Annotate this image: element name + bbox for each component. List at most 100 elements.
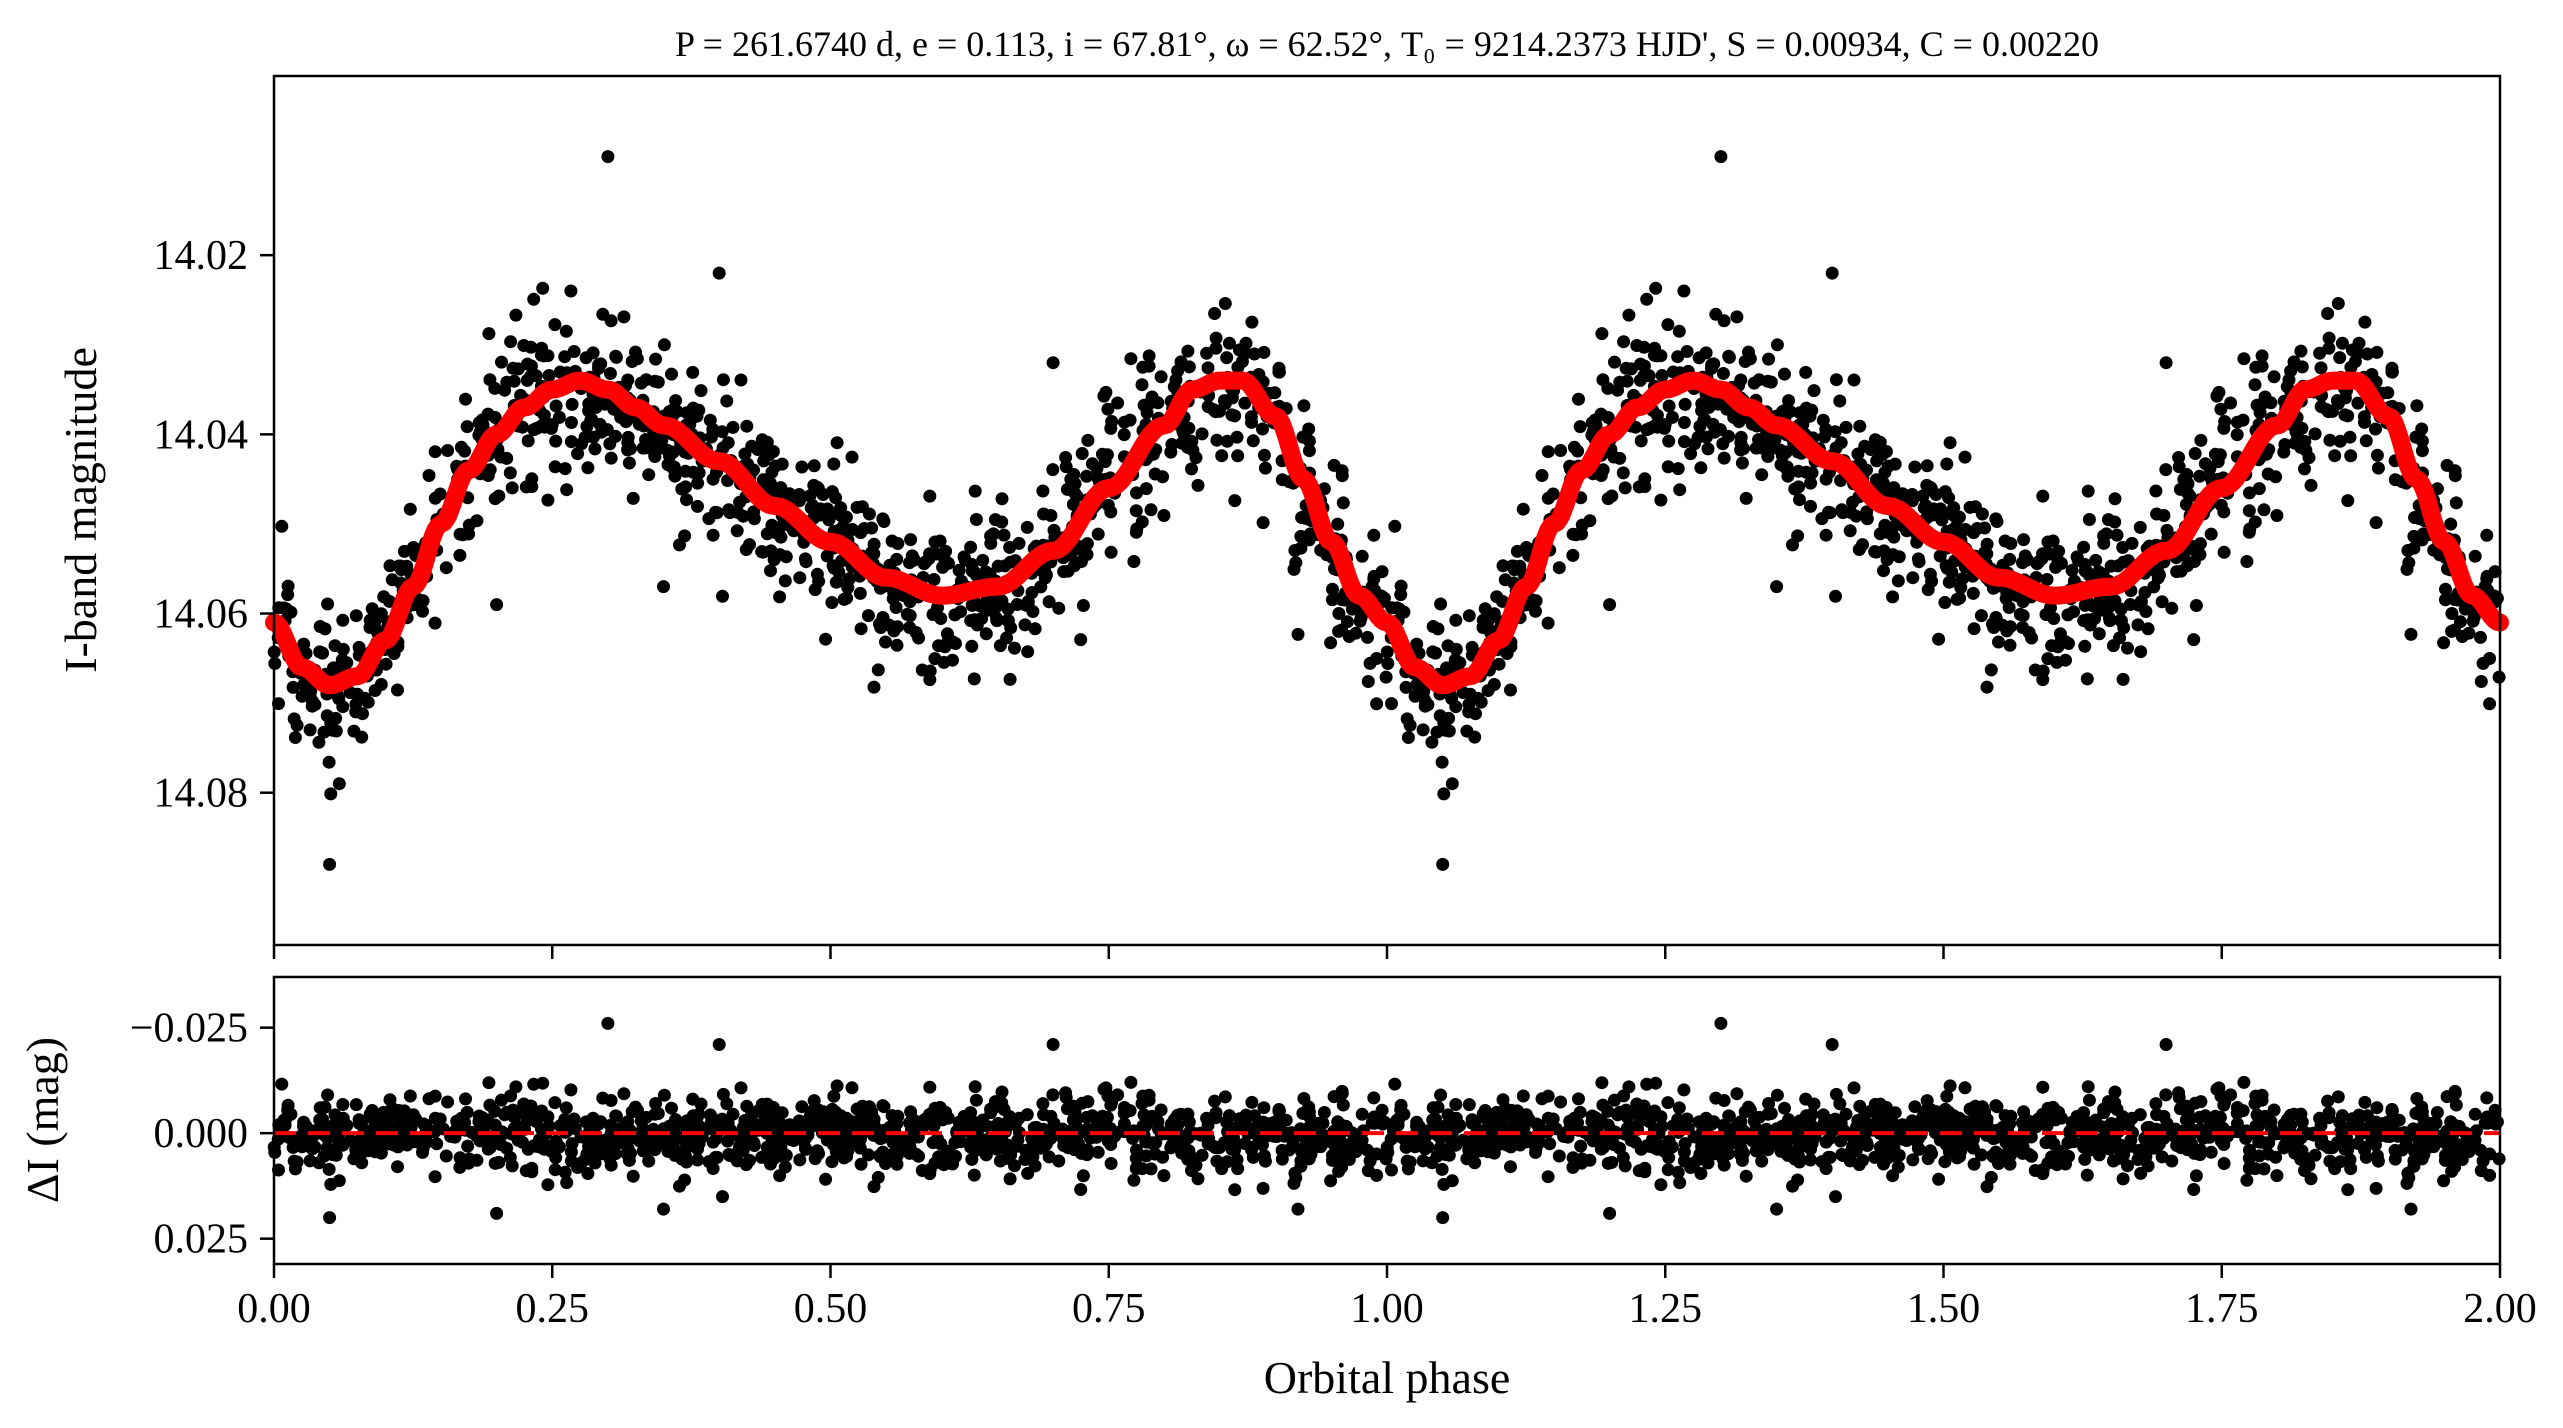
observation-point bbox=[1185, 462, 1198, 476]
residual-point bbox=[2211, 1111, 2225, 1125]
residual-point bbox=[694, 1097, 708, 1111]
observation-point bbox=[1958, 450, 1972, 464]
observation-point bbox=[1067, 559, 1081, 573]
residual-point bbox=[927, 1119, 941, 1133]
residual-point bbox=[1129, 1162, 1143, 1175]
observation-point bbox=[2343, 430, 2357, 444]
observation-point bbox=[736, 509, 750, 523]
observation-point bbox=[565, 397, 579, 411]
residual-point bbox=[1938, 1155, 1952, 1169]
observation-point bbox=[760, 527, 774, 541]
observation-point bbox=[1658, 418, 1672, 432]
observation-point bbox=[1332, 624, 1346, 638]
residual-point bbox=[830, 1079, 844, 1093]
observation-point bbox=[335, 653, 349, 667]
observation-point bbox=[1498, 573, 1512, 587]
observation-point bbox=[740, 419, 754, 433]
residual-point bbox=[2252, 1135, 2266, 1149]
observation-point bbox=[1201, 361, 1215, 375]
observation-point bbox=[303, 723, 317, 737]
residual-point bbox=[1732, 1118, 1746, 1132]
observation-point bbox=[1195, 427, 1209, 441]
residual-point bbox=[2267, 1103, 2281, 1117]
observation-point bbox=[494, 450, 508, 464]
observation-point bbox=[394, 563, 408, 577]
residual-point bbox=[1932, 1172, 1946, 1186]
observation-point bbox=[545, 418, 559, 432]
observation-point bbox=[1239, 336, 1253, 350]
observation-point bbox=[2248, 378, 2262, 392]
residual-point bbox=[1739, 1169, 1753, 1183]
observation-point bbox=[1792, 480, 1806, 494]
observation-point bbox=[1399, 680, 1413, 694]
residual-point bbox=[2134, 1166, 2148, 1180]
observation-point bbox=[542, 369, 556, 382]
x-tick-label: 2.00 bbox=[2463, 1286, 2537, 1332]
residual-point bbox=[1535, 1092, 1549, 1106]
observation-point bbox=[1966, 586, 1980, 600]
residual-point bbox=[1285, 1126, 1298, 1140]
residual-point bbox=[821, 1114, 835, 1128]
observation-point bbox=[2284, 364, 2298, 378]
residual-point bbox=[2082, 1119, 2096, 1133]
observation-point bbox=[1231, 449, 1245, 463]
observation-point bbox=[1324, 636, 1338, 650]
observation-point bbox=[861, 609, 875, 623]
observation-point bbox=[1912, 555, 1926, 569]
observation-point bbox=[1535, 469, 1549, 482]
residual-point bbox=[807, 1119, 820, 1133]
observation-point bbox=[537, 408, 551, 422]
observation-point bbox=[1662, 434, 1676, 448]
residual-point bbox=[1745, 1134, 1759, 1148]
residual-point bbox=[1601, 1156, 1615, 1170]
residual-point bbox=[1853, 1099, 1867, 1113]
observation-point bbox=[1851, 447, 1865, 461]
observation-point bbox=[691, 499, 704, 513]
residual-point bbox=[998, 1117, 1012, 1131]
residual-point bbox=[2371, 1154, 2385, 1168]
residual-point bbox=[1677, 1083, 1691, 1097]
observation-point bbox=[1036, 484, 1050, 498]
observation-point bbox=[821, 509, 835, 523]
residual-point bbox=[1661, 1096, 1675, 1110]
observation-point bbox=[439, 561, 453, 575]
residual-point bbox=[391, 1138, 405, 1152]
residual-point bbox=[692, 1137, 706, 1150]
observation-point bbox=[1431, 622, 1445, 636]
observation-point bbox=[428, 616, 442, 630]
observation-point bbox=[760, 435, 774, 449]
observation-point bbox=[534, 419, 548, 433]
observation-point bbox=[1189, 451, 1203, 465]
y-tick-label: 14.06 bbox=[154, 592, 249, 638]
observation-point bbox=[1139, 482, 1153, 496]
residual-point bbox=[626, 1169, 640, 1183]
residual-point bbox=[535, 1104, 549, 1118]
observation-point bbox=[657, 338, 671, 352]
observation-point bbox=[657, 580, 670, 594]
observation-point bbox=[1595, 327, 1609, 341]
residual-point bbox=[1391, 1118, 1405, 1132]
residual-point bbox=[1730, 1087, 1744, 1101]
observation-point bbox=[595, 425, 609, 439]
observation-point bbox=[804, 501, 818, 515]
observation-point bbox=[325, 723, 339, 737]
observation-point bbox=[1209, 341, 1223, 355]
observation-point bbox=[2385, 365, 2399, 379]
observation-point bbox=[2181, 486, 2195, 500]
observation-point bbox=[1803, 409, 1817, 423]
residual-point bbox=[657, 1202, 670, 1216]
x-tick-label: 1.50 bbox=[1907, 1286, 1981, 1332]
observation-point bbox=[649, 352, 663, 366]
residual-point bbox=[1228, 1183, 1242, 1197]
observation-point bbox=[1873, 435, 1887, 449]
residual-point bbox=[1980, 1112, 1994, 1126]
residual-point bbox=[507, 1110, 521, 1124]
observation-point bbox=[336, 613, 350, 627]
residual-point bbox=[1099, 1081, 1113, 1095]
residual-point bbox=[1869, 1116, 1883, 1130]
residual-point bbox=[2416, 1120, 2429, 1134]
observation-point bbox=[441, 444, 455, 457]
observation-point bbox=[541, 493, 555, 507]
residual-point bbox=[649, 1097, 663, 1110]
residual-point bbox=[439, 1149, 453, 1163]
